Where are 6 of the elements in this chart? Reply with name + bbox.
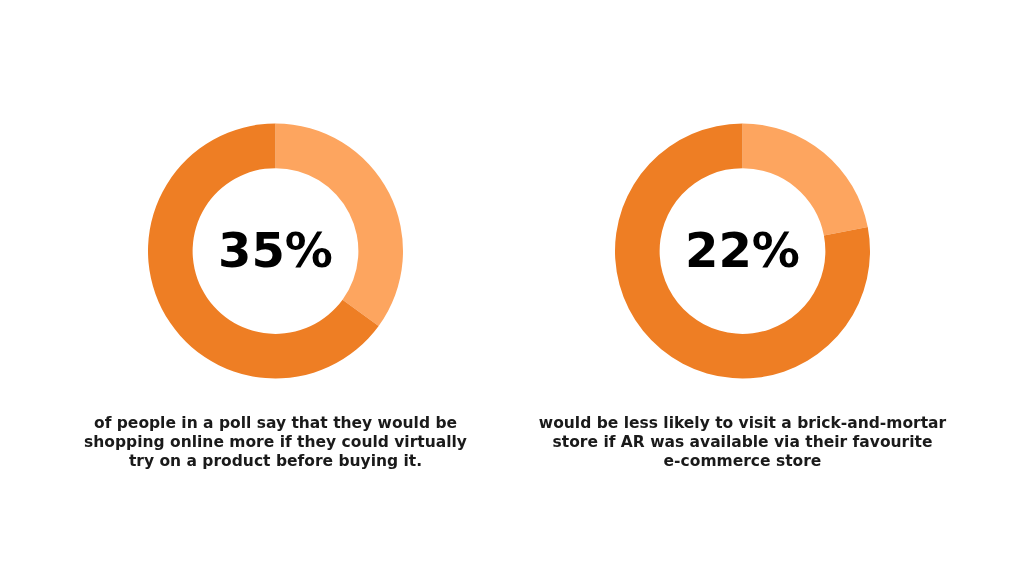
donut-slice (615, 123, 870, 379)
donut-slice (148, 123, 379, 379)
text: 35% (218, 222, 333, 278)
text: of people in a poll say that they would be shopping online more if they could virtually try on a product before buying it. (84, 414, 467, 470)
text: 22% (685, 222, 800, 278)
text: would be less likely to visit a brick-and-mortar store if AR was available via their favourite e-commerce store (538, 414, 947, 470)
